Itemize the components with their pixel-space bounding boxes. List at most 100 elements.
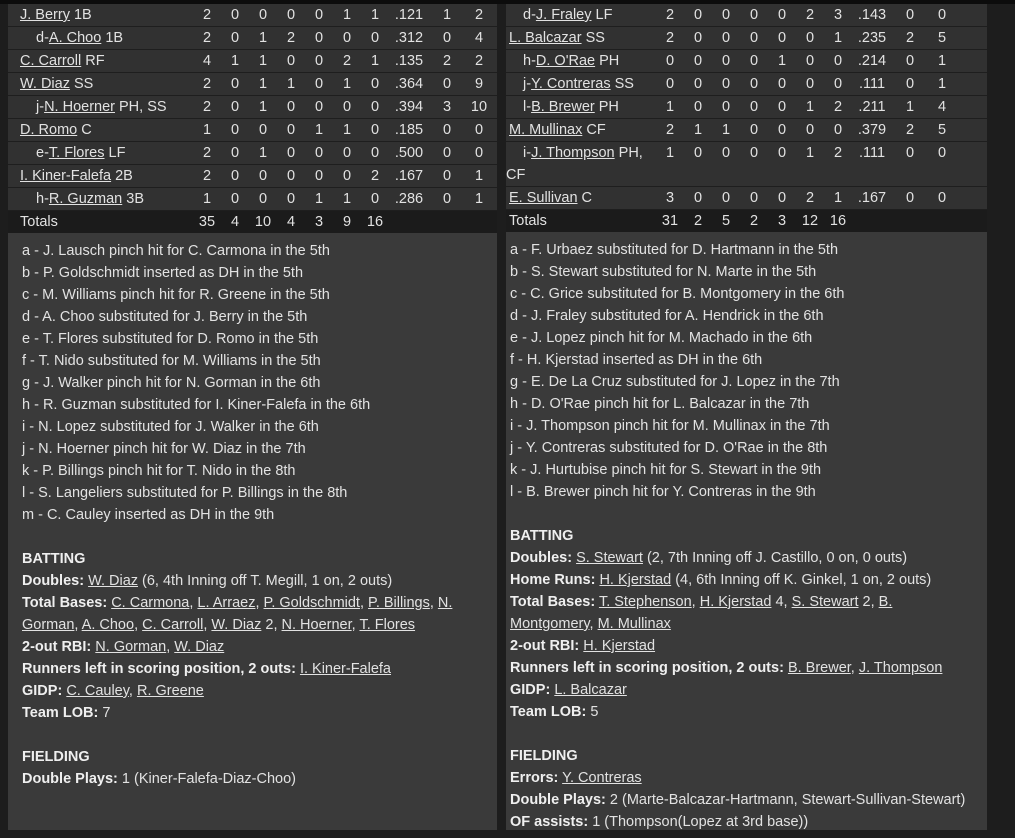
player-link[interactable]: D. O'Rae <box>535 53 596 69</box>
stat-cell: .121 <box>394 7 424 23</box>
player-link[interactable]: N. Hoerner <box>281 617 352 633</box>
stat-cell: 0 <box>665 53 675 69</box>
player-link[interactable]: B. Brewer <box>531 99 595 115</box>
player-link[interactable]: C. Carmona <box>111 595 190 611</box>
stat-cell: 0 <box>314 30 324 46</box>
stat-cell: 1 <box>258 76 268 92</box>
batter-row: h-R. Guzman 3B 1 0 0 0 1 1 0 .286 0 1 <box>8 188 497 211</box>
stat-cell: 0 <box>286 99 296 115</box>
player-link[interactable]: T. Stephenson <box>598 594 692 610</box>
stat-cell: 1 <box>805 145 815 161</box>
player-link[interactable]: J. Thompson <box>531 145 615 161</box>
stat-cell: 1 <box>202 191 212 207</box>
batter-name-cell: d-A. Choo 1B <box>36 30 124 46</box>
batter-name-cell: i-J. Thompson PH, CF <box>506 145 643 183</box>
stat-line: Team LOB: 5 <box>510 704 599 720</box>
stat-cell: 1 <box>258 99 268 115</box>
stat-cell: 0 <box>721 7 731 23</box>
player-link[interactable]: T. Flores <box>48 145 105 161</box>
stat-line: Double Plays: 1 (Kiner-Falefa-Diaz-Choo) <box>22 771 296 787</box>
player-link[interactable]: C. Carroll <box>20 53 82 69</box>
player-link[interactable]: N. Hoerner <box>44 99 115 115</box>
stat-cell: 0 <box>230 76 240 92</box>
player-link[interactable]: M. Mullinax <box>509 122 583 138</box>
player-link[interactable]: B. Brewer <box>787 660 851 676</box>
player-link[interactable]: N. Gorman <box>22 595 453 633</box>
stat-cell: 0 <box>777 7 787 23</box>
substitution-note: l - S. Langeliers substituted for P. Bil… <box>22 485 348 501</box>
stat-line: Total Bases: C. Carmona, L. Arraez, P. G… <box>22 595 453 633</box>
player-link[interactable]: J. Fraley <box>535 7 592 23</box>
stat-cell: 2 <box>474 53 484 69</box>
player-link[interactable]: P. Goldschmidt <box>263 595 360 611</box>
stat-cell: 0 <box>833 76 843 92</box>
stat-cell: 0 <box>905 145 915 161</box>
player-link[interactable]: C. Cauley <box>66 683 129 699</box>
player-link[interactable]: I. Kiner-Falefa <box>20 168 112 184</box>
stat-cell: 2 <box>202 76 212 92</box>
player-link[interactable]: H. Kjerstad <box>583 638 656 654</box>
player-link[interactable]: R. Greene <box>136 683 204 699</box>
player-link[interactable]: A. Choo <box>81 617 135 633</box>
totals-label: Totals <box>20 214 58 230</box>
player-link[interactable]: W. Diaz <box>88 573 139 589</box>
bottom-border <box>0 830 1015 838</box>
player-link[interactable]: L. Balcazar <box>554 682 627 698</box>
stat-cell: 0 <box>230 30 240 46</box>
stat-cell: 3 <box>665 190 675 206</box>
stat-cell: 0 <box>442 30 452 46</box>
player-link[interactable]: T. Flores <box>359 617 416 633</box>
stat-cell: 2 <box>665 122 675 138</box>
player-link[interactable]: Y. Contreras <box>531 76 611 92</box>
stat-cell: 2 <box>342 53 352 69</box>
player-link[interactable]: P. Billings <box>368 595 430 611</box>
stat-cell: 0 <box>721 145 731 161</box>
stat-cell: 2 <box>474 7 484 23</box>
stat-cell: 1 <box>665 99 675 115</box>
stat-cell: 1 <box>286 76 296 92</box>
player-link[interactable]: I. Kiner-Falefa <box>299 661 392 677</box>
stat-cell: 5 <box>721 213 731 229</box>
stat-cell: .167 <box>394 168 424 184</box>
stat-cell: 9 <box>474 76 484 92</box>
player-link[interactable]: N. Gorman <box>95 639 167 655</box>
batter-name-cell: h-R. Guzman 3B <box>36 191 145 207</box>
batter-row: j-Y. Contreras SS 0 0 0 0 0 0 0 .111 0 1 <box>506 73 987 96</box>
stat-label: Doubles: <box>22 573 85 589</box>
stat-cell: 0 <box>805 53 815 69</box>
player-link[interactable]: E. Sullivan <box>509 190 578 206</box>
player-link[interactable]: L. Balcazar <box>509 30 582 46</box>
stat-cell: 1 <box>314 122 324 138</box>
stat-cell: 0 <box>749 122 759 138</box>
stat-cell: 0 <box>693 76 703 92</box>
player-link[interactable]: H. Kjerstad <box>699 594 772 610</box>
player-link[interactable]: W. Diaz <box>20 76 70 92</box>
player-link[interactable]: R. Guzman <box>48 191 123 207</box>
stat-cell: 0 <box>693 30 703 46</box>
player-link[interactable]: D. Romo <box>20 122 78 138</box>
player-link[interactable]: Y. Contreras <box>562 770 642 786</box>
player-link[interactable]: C. Carroll <box>142 617 204 633</box>
stat-cell: 0 <box>721 53 731 69</box>
stat-cell: 1 <box>805 99 815 115</box>
player-link[interactable]: S. Stewart <box>791 594 859 610</box>
player-link[interactable]: S. Stewart <box>576 550 643 566</box>
stat-cell: 0 <box>693 145 703 161</box>
player-link[interactable]: H. Kjerstad <box>599 572 672 588</box>
player-link[interactable]: W. Diaz <box>211 617 262 633</box>
box-score-table: J. Berry 1B 2 0 0 0 0 1 1 .121 1 2 d-A. Choo 1B 2 0 1 2… <box>8 4 497 233</box>
stat-section: FIELDING Errors: Y. Contreras Double Plays… <box>510 745 979 833</box>
section-title: BATTING <box>22 551 86 567</box>
player-link[interactable]: B. Montgomery <box>510 594 893 632</box>
stat-cell: 10 <box>254 214 272 230</box>
player-link[interactable]: M. Mullinax <box>597 616 671 632</box>
player-link[interactable]: W. Diaz <box>174 639 225 655</box>
batter-name-cell: L. Balcazar SS <box>509 30 605 46</box>
stat-cell: 1 <box>370 7 380 23</box>
player-link[interactable]: J. Berry <box>20 7 70 23</box>
substitution-note: b - S. Stewart substituted for N. Marte … <box>510 264 817 280</box>
player-link[interactable]: L. Arraez <box>197 595 256 611</box>
player-link[interactable]: A. Choo <box>48 30 102 46</box>
stat-cell: 0 <box>777 30 787 46</box>
player-link[interactable]: J. Thompson <box>858 660 943 676</box>
